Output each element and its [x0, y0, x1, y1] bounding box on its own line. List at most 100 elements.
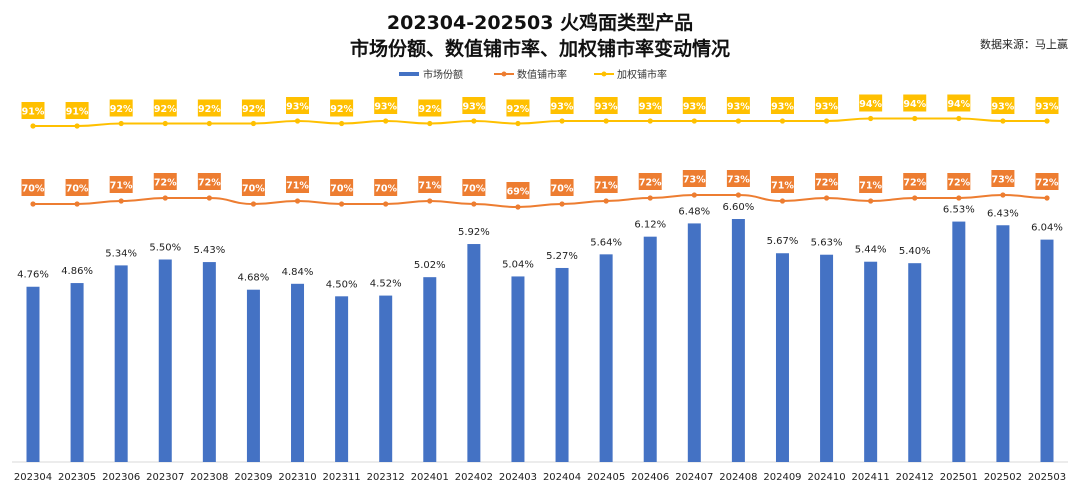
- badge-label-numeric-distribution-202304: 70%: [22, 184, 45, 195]
- marker-weighted-distribution-202304: [30, 123, 36, 129]
- bar-market-share-202308: [202, 262, 216, 462]
- marker-numeric-distribution-202406: [647, 195, 653, 201]
- bar-market-share-202407: [687, 223, 701, 462]
- x-tick-202403: 202403: [499, 472, 537, 483]
- bar-market-share-202310: [291, 283, 305, 462]
- badge-label-weighted-distribution-202407: 93%: [683, 102, 706, 113]
- marker-numeric-distribution-202412: [912, 195, 918, 201]
- bar-market-share-202403: [511, 276, 525, 462]
- badge-label-weighted-distribution-202503: 93%: [1036, 102, 1059, 113]
- badge-numeric-distribution-202307: [153, 173, 177, 190]
- badge-numeric-distribution-202306: [109, 176, 133, 193]
- badge-numeric-distribution-202310: [286, 176, 310, 193]
- marker-weighted-distribution-202404: [559, 118, 565, 124]
- badge-label-numeric-distribution-202307: 72%: [154, 178, 177, 189]
- bar-label-market-share-202409: 5.67%: [767, 236, 799, 247]
- x-tick-labels: 202304 202305 202306 202307 202308 202309 2023…: [14, 472, 1066, 483]
- marker-weighted-distribution-202403: [515, 120, 521, 127]
- badge-label-numeric-distribution-202401: 71%: [418, 181, 441, 192]
- bar-label-market-share-202304: 4.76%: [17, 270, 49, 281]
- legend-label-numeric-distribution: 数值铺市率: [517, 68, 567, 81]
- badge-numeric-distribution-202408: [726, 170, 750, 187]
- badge-weighted-distribution-202407: [682, 97, 706, 114]
- badge-label-numeric-distribution-202308: 72%: [198, 178, 221, 189]
- badge-numeric-distribution-202402: [462, 179, 486, 196]
- x-tick-202404: 202404: [543, 472, 581, 483]
- x-tick-202412: 202412: [896, 472, 934, 483]
- badge-weighted-distribution-202503: [1035, 97, 1059, 114]
- x-tick-202502: 202502: [984, 472, 1022, 483]
- marker-weighted-distribution-202312: [383, 118, 389, 124]
- bar-market-share-202306: [114, 265, 128, 462]
- badge-numeric-distribution-202410: [815, 173, 839, 190]
- marker-numeric-distribution-202403: [515, 204, 521, 210]
- badge-label-weighted-distribution-202307: 92%: [154, 104, 177, 115]
- marker-weighted-distribution-202311: [339, 120, 345, 127]
- bar-label-market-share-202407: 6.48%: [678, 206, 710, 217]
- bar-market-share-202501: [952, 221, 966, 462]
- legend-marker-numeric-distribution: [501, 71, 507, 77]
- badge-label-numeric-distribution-202311: 70%: [330, 184, 353, 195]
- bar-market-share-202408: [731, 219, 745, 462]
- badge-label-numeric-distribution-202305: 70%: [66, 184, 89, 195]
- marker-weighted-distribution-202411: [868, 115, 874, 122]
- badge-numeric-distribution-202311: [330, 179, 354, 196]
- badge-numeric-distribution-202401: [418, 176, 442, 193]
- x-tick-202304: 202304: [14, 472, 52, 483]
- badge-label-weighted-distribution-202311: 92%: [330, 104, 353, 115]
- bar-label-market-share-202405: 5.64%: [590, 237, 622, 248]
- badge-label-weighted-distribution-202405: 93%: [595, 102, 618, 113]
- badge-weighted-distribution-202311: [330, 99, 354, 117]
- chart-title-line2: 市场份额、数值铺市率、加权铺市率变动情况: [349, 38, 730, 60]
- legend-label-market-share: 市场份额: [423, 68, 463, 81]
- marker-numeric-distribution-202304: [30, 201, 36, 207]
- bar-market-share-202402: [467, 244, 481, 462]
- marker-weighted-distribution-202306: [118, 120, 124, 127]
- badge-label-weighted-distribution-202412: 94%: [903, 99, 926, 110]
- marker-weighted-distribution-202402: [471, 118, 477, 124]
- x-tick-202408: 202408: [719, 472, 757, 483]
- badge-label-weighted-distribution-202403: 92%: [507, 104, 530, 115]
- badge-numeric-distribution-202304: [21, 179, 45, 196]
- bar-market-share-202411: [864, 261, 878, 462]
- badge-label-weighted-distribution-202408: 93%: [727, 102, 750, 113]
- bar-label-market-share-202402: 5.92%: [458, 227, 490, 238]
- x-tick-202405: 202405: [587, 472, 625, 483]
- bar-label-market-share-202412: 5.40%: [899, 246, 931, 257]
- x-tick-202401: 202401: [411, 472, 449, 483]
- marker-numeric-distribution-202306: [118, 198, 124, 204]
- bar-label-market-share-202308: 5.43%: [193, 245, 225, 256]
- marker-numeric-distribution-202311: [339, 201, 345, 207]
- badge-label-weighted-distribution-202306: 92%: [110, 104, 133, 115]
- x-tick-202406: 202406: [631, 472, 669, 483]
- badge-label-numeric-distribution-202306: 71%: [110, 181, 133, 192]
- legend-swatch-market-share: [399, 72, 419, 76]
- marker-numeric-distribution-202307: [162, 195, 168, 201]
- badge-label-numeric-distribution-202403: 69%: [507, 187, 530, 198]
- badge-label-weighted-distribution-202310: 93%: [286, 102, 309, 113]
- badge-label-weighted-distribution-202501: 94%: [947, 99, 970, 110]
- marker-numeric-distribution-202408: [735, 192, 741, 198]
- badge-label-numeric-distribution-202411: 71%: [859, 181, 882, 192]
- legend-marker-weighted-distribution: [601, 71, 607, 77]
- marker-weighted-distribution-202310: [294, 118, 301, 124]
- badge-weighted-distribution-202405: [594, 97, 618, 114]
- chart-title-line1: 202304-202503 火鸡面类型产品: [386, 12, 694, 34]
- bar-market-share-202502: [996, 225, 1010, 462]
- badge-weighted-distribution-202307: [153, 99, 177, 117]
- bar-market-share-202309: [246, 289, 260, 462]
- marker-weighted-distribution-202502: [1000, 118, 1006, 124]
- badge-label-weighted-distribution-202402: 93%: [462, 102, 485, 113]
- marker-weighted-distribution-202405: [603, 118, 609, 124]
- badge-label-weighted-distribution-202304: 91%: [22, 107, 45, 118]
- marker-numeric-distribution-202310: [294, 198, 301, 204]
- marker-weighted-distribution-202406: [647, 118, 653, 124]
- x-tick-202306: 202306: [102, 472, 140, 483]
- badge-label-numeric-distribution-202410: 72%: [815, 178, 838, 189]
- badge-label-numeric-distribution-202412: 72%: [903, 178, 926, 189]
- badge-numeric-distribution-202305: [65, 179, 89, 196]
- bar-label-market-share-202502: 6.43%: [987, 208, 1019, 219]
- badge-weighted-distribution-202304: [21, 102, 45, 119]
- badge-numeric-distribution-202409: [770, 176, 794, 193]
- badge-label-numeric-distribution-202407: 73%: [683, 175, 706, 186]
